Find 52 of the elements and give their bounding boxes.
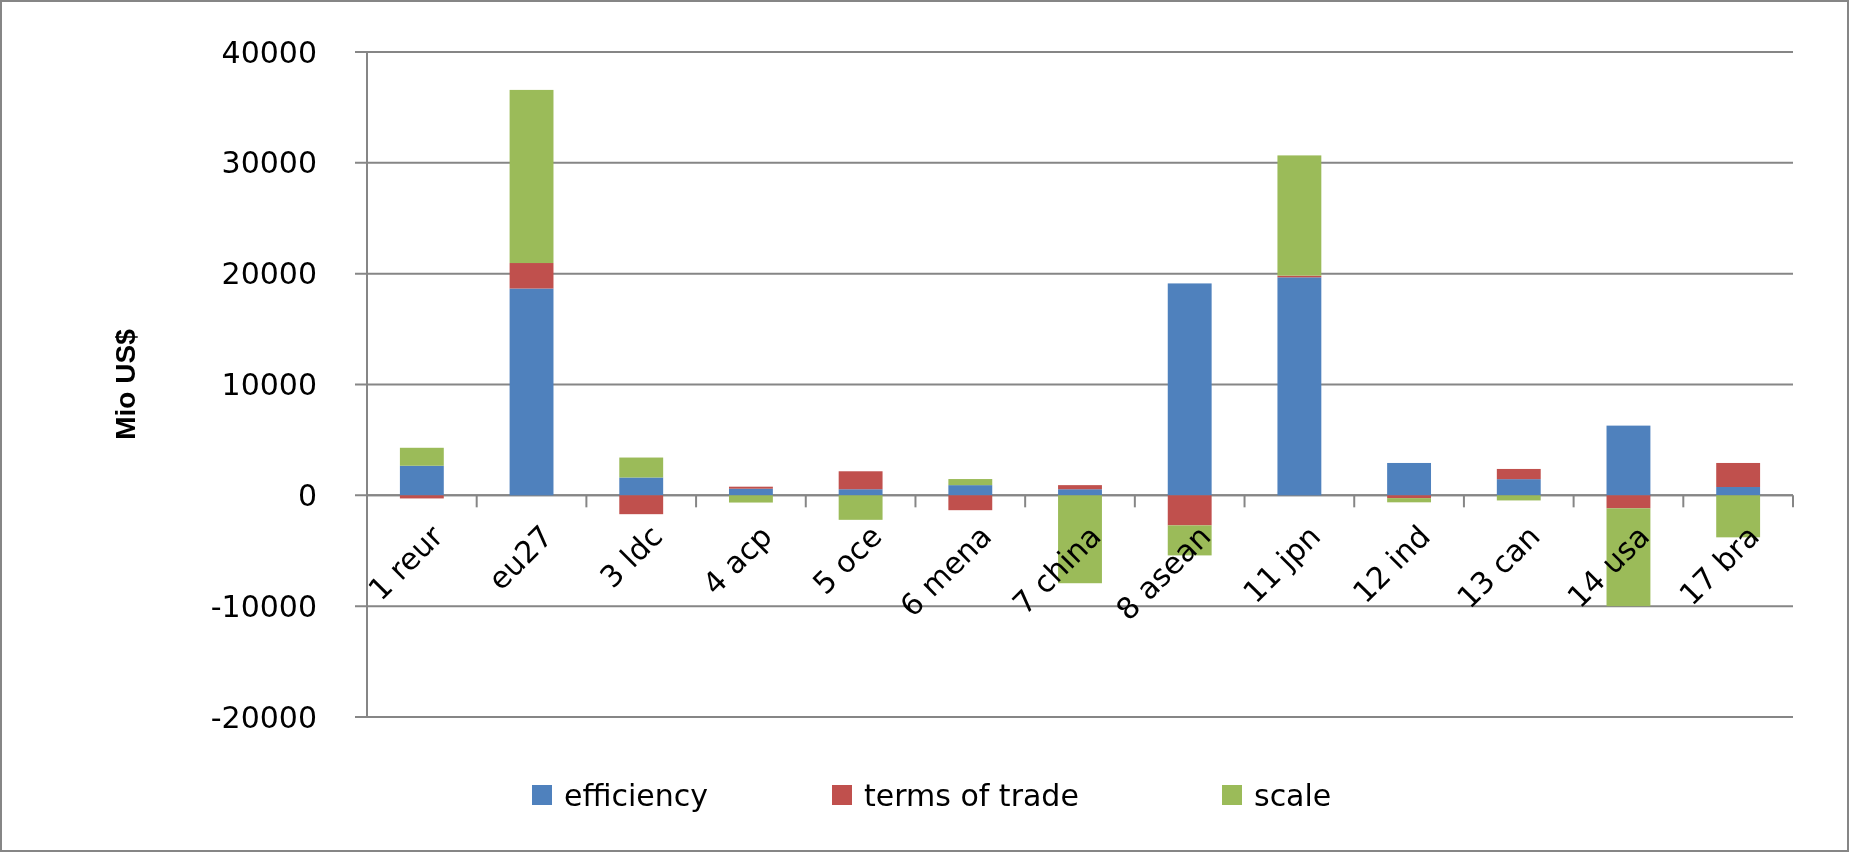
x-tick-label: 17 bra [1672, 518, 1766, 613]
bar [1387, 495, 1432, 499]
bar [509, 263, 554, 289]
x-tick-label: 5 oce [805, 518, 889, 602]
y-tick-label: 40000 [221, 34, 317, 70]
bar [1606, 495, 1651, 509]
bar [1058, 485, 1102, 490]
bar [1496, 495, 1541, 501]
x-tick-label: 3 ldc [593, 518, 670, 595]
bar [509, 288, 554, 496]
y-axis-title: Mio US$ [110, 328, 141, 440]
y-tick-label: 0 [297, 477, 317, 513]
bar [399, 447, 444, 466]
y-tick-label: -20000 [210, 699, 317, 735]
bar [1058, 489, 1102, 496]
bar [1716, 487, 1761, 496]
bar [728, 495, 773, 503]
legend-label: terms of trade [864, 777, 1079, 813]
bar [1167, 495, 1212, 526]
bar [948, 485, 993, 496]
bar [728, 488, 773, 496]
x-tick-label: 4 acp [695, 518, 779, 602]
y-tick-label: 20000 [221, 256, 317, 292]
bar [1387, 498, 1432, 503]
bar [399, 495, 444, 499]
legend-label: scale [1254, 777, 1332, 813]
y-tick-label: 10000 [221, 367, 317, 402]
y-tick-label: -10000 [210, 588, 317, 624]
bar [1496, 479, 1541, 496]
bar [838, 471, 883, 490]
x-tick-label: 11 jpn [1235, 518, 1328, 610]
bar [948, 479, 993, 486]
bar [1277, 155, 1322, 276]
bar [1167, 283, 1212, 496]
bar [619, 457, 664, 478]
x-tick-label: 12 ind [1345, 518, 1437, 610]
x-tick-label: 13 can [1449, 518, 1547, 615]
x-tick-label: 14 usa [1560, 518, 1657, 615]
bar [838, 495, 883, 520]
bar [1277, 277, 1322, 496]
bar [399, 465, 444, 496]
bar [1716, 462, 1761, 488]
bar [509, 89, 554, 264]
bar [619, 477, 664, 496]
bar [619, 495, 664, 515]
bar [1387, 462, 1432, 496]
bar [1606, 425, 1651, 496]
legend-label: efficiency [564, 777, 709, 813]
bar [1496, 468, 1541, 480]
y-tick-label: 30000 [221, 145, 317, 181]
bar [948, 495, 993, 511]
bar [838, 489, 883, 496]
